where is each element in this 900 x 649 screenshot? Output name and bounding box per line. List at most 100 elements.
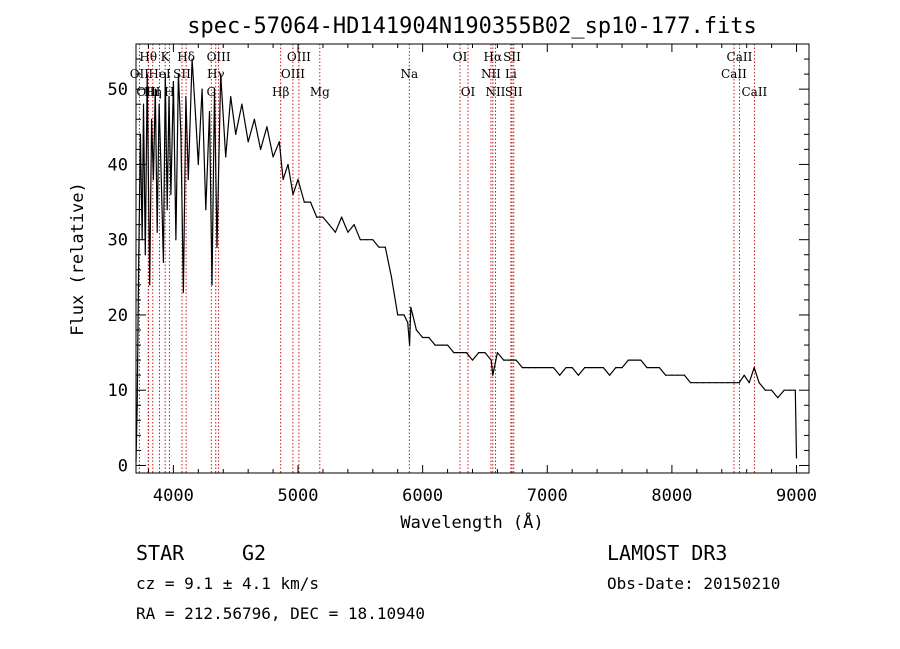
data-point [415, 329, 417, 331]
data-point [492, 374, 494, 376]
data-point [434, 344, 436, 346]
data-point [503, 359, 505, 361]
data-point [235, 133, 237, 135]
data-point [185, 96, 187, 98]
data-point [359, 239, 361, 241]
data-point [758, 382, 760, 384]
y-tick-label: 10 [108, 381, 128, 401]
data-point [771, 389, 773, 391]
line-label: Li [505, 67, 517, 81]
data-point [175, 239, 177, 241]
line-label: OI [461, 85, 476, 99]
data-point [241, 103, 243, 105]
data-point [528, 367, 530, 369]
data-point [453, 352, 455, 354]
data-point [702, 382, 704, 384]
data-point [410, 306, 412, 308]
data-point [665, 374, 667, 376]
data-point [783, 389, 785, 391]
x-axis-label: Wavelength (Å) [400, 511, 543, 533]
data-point [596, 367, 598, 369]
data-point [278, 141, 280, 143]
data-point [621, 367, 623, 369]
data-point [584, 367, 586, 369]
data-point [609, 374, 611, 376]
data-point [565, 367, 567, 369]
data-point [195, 118, 197, 120]
data-point [156, 231, 158, 233]
data-point [708, 382, 710, 384]
line-label: NII [485, 85, 505, 99]
data-point [534, 367, 536, 369]
y-tick-label: 20 [108, 306, 128, 326]
data-point [287, 163, 289, 165]
data-point [151, 118, 153, 120]
line-label: SII [503, 50, 521, 64]
data-point [168, 96, 170, 98]
data-point [191, 58, 193, 60]
y-tick-label: 40 [108, 155, 128, 175]
data-point [205, 209, 207, 211]
data-point [137, 276, 140, 278]
data-point [640, 359, 642, 361]
data-point [247, 141, 249, 143]
line-label: Mg [310, 85, 330, 99]
data-point [690, 382, 692, 384]
data-point [440, 344, 442, 346]
y-tick-label: 0 [118, 456, 128, 476]
data-point [142, 103, 145, 105]
data-point [683, 374, 686, 376]
data-point [515, 359, 517, 361]
data-point [384, 246, 386, 248]
x-tick-label: 8000 [651, 486, 692, 506]
data-point [447, 344, 449, 346]
line-label: H [164, 85, 174, 99]
data-point [590, 367, 592, 369]
data-point [253, 118, 255, 120]
survey-name: LAMOST DR3 [607, 541, 727, 565]
data-point [478, 352, 480, 354]
data-point [316, 216, 318, 218]
data-point [764, 389, 767, 391]
data-point [577, 374, 580, 376]
info-panel: STAR G2 cz = 9.1 ± 4.1 km/s RA = 212.567… [136, 541, 780, 623]
data-point [160, 163, 162, 165]
line-label: Hγ [207, 67, 225, 81]
redshift-value: cz = 9.1 ± 4.1 km/s [136, 574, 319, 593]
data-point [509, 359, 511, 361]
data-point [646, 367, 648, 369]
data-point [652, 367, 654, 369]
line-label: CaII [721, 67, 747, 81]
data-point [144, 254, 146, 256]
data-point [366, 239, 368, 241]
data-point [172, 81, 174, 83]
data-point [182, 291, 184, 293]
data-point [220, 73, 222, 75]
line-label: G [206, 85, 216, 99]
line-label: NII [481, 67, 501, 81]
x-tick-label: 7000 [527, 486, 568, 506]
data-point [696, 382, 698, 384]
data-point [753, 367, 755, 369]
data-point [201, 88, 203, 90]
line-label: SII [173, 67, 191, 81]
line-label: CaII [741, 85, 767, 99]
line-label: CaII [727, 50, 753, 64]
data-point [180, 133, 182, 135]
data-point [795, 457, 798, 459]
line-label: K [161, 50, 171, 64]
data-point [230, 96, 232, 98]
line-label: HeI [148, 67, 171, 81]
data-point [428, 336, 430, 339]
data-point [397, 314, 399, 316]
line-label: Hη [144, 85, 162, 99]
data-point [412, 314, 414, 316]
data-point [216, 246, 218, 248]
data-point [777, 397, 779, 399]
data-point [347, 231, 349, 233]
line-label: OIII [281, 67, 305, 81]
line-label: OI [453, 50, 468, 64]
data-point [322, 216, 324, 218]
data-point [297, 178, 299, 181]
